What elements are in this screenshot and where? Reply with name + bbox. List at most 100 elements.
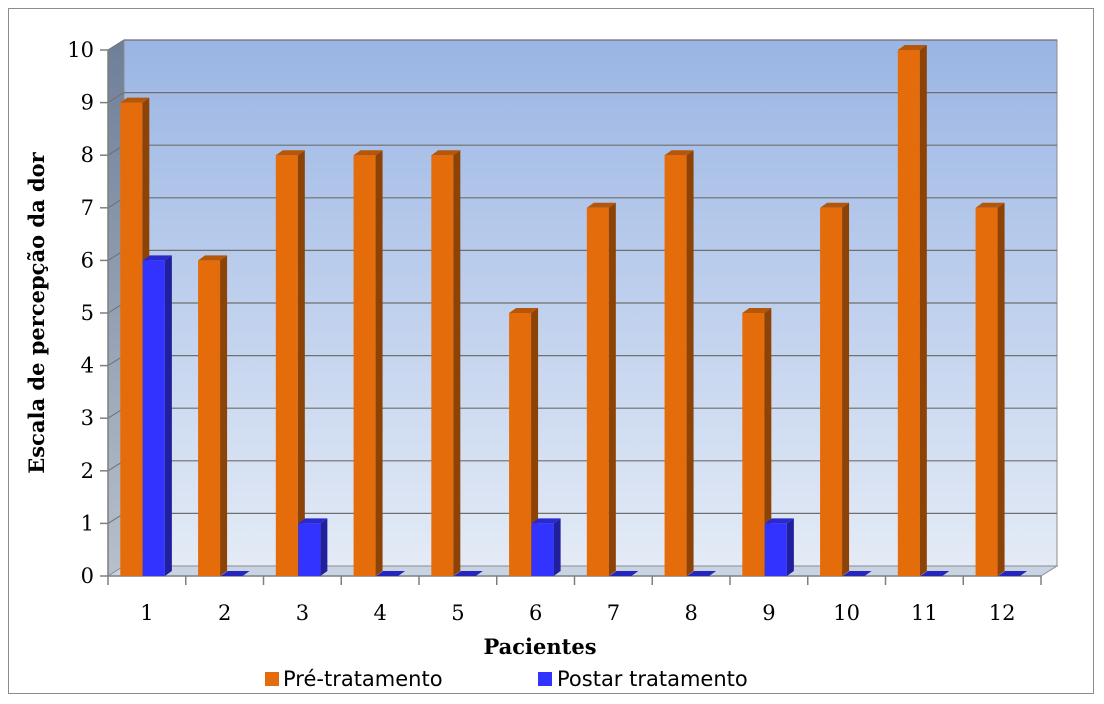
bar-pre-3: [275, 150, 305, 576]
bar-top: [509, 308, 539, 313]
bar-front: [820, 207, 843, 577]
bar-post-2: [220, 571, 250, 576]
bar-side: [919, 45, 927, 576]
x-axis-title: Pacientes: [483, 634, 596, 659]
bar-post-9: [764, 518, 794, 576]
bar-side: [320, 518, 328, 576]
y-axis-title: Escala de percepção da dor: [24, 151, 49, 473]
bar-post-6: [531, 518, 561, 576]
x-tick-label: 12: [989, 601, 1016, 625]
y-tick-label: 5: [81, 301, 94, 325]
bar-post-8: [687, 571, 717, 576]
bar-top: [764, 518, 794, 524]
bar-front: [742, 313, 765, 576]
bar-side: [553, 518, 561, 576]
bar-post-1: [142, 255, 172, 576]
bar-side: [164, 255, 172, 576]
bar-front: [664, 155, 687, 576]
y-tick-label: 7: [81, 196, 94, 220]
x-tick-label: 6: [529, 601, 542, 625]
x-axis-ticks: 1 2 3 4 5 6 7 8 9 10 11 12: [107, 576, 1042, 625]
bar-pre-11: [897, 45, 927, 576]
y-tick-label: 1: [81, 511, 94, 535]
bar-front: [275, 155, 298, 576]
bar-pre-4: [353, 150, 383, 576]
bar-side: [842, 202, 850, 577]
x-tick-label: 3: [296, 601, 309, 625]
bar-side: [764, 308, 772, 576]
bar-top: [742, 308, 772, 313]
y-tick-label: 2: [81, 459, 94, 483]
bar-top: [220, 571, 250, 576]
bar-top: [687, 571, 717, 576]
bar-pre-12: [975, 202, 1005, 577]
bar-front: [120, 102, 143, 576]
bar-post-11: [920, 571, 950, 576]
y-tick-label: 3: [81, 406, 94, 430]
bar-top: [120, 97, 150, 103]
bar-pre-10: [820, 202, 850, 577]
bar-top: [275, 150, 305, 156]
bar-top: [531, 518, 561, 524]
x-tick-label: 10: [833, 601, 860, 625]
legend-swatch-pre: [265, 672, 279, 686]
y-axis-ticks: 0 1 2 3 4 5 6 7 8 9 10: [67, 38, 108, 588]
legend-swatch-post: [538, 672, 552, 686]
bar-top: [609, 571, 639, 576]
gridline-side: [107, 39, 125, 51]
bar-front: [198, 260, 221, 576]
bar-front: [431, 155, 454, 576]
bar-post-3: [298, 518, 328, 576]
bar-pre-9: [742, 308, 772, 576]
bar-top: [353, 150, 383, 156]
bar-front: [764, 523, 787, 576]
x-tick-label: 5: [451, 601, 464, 625]
bar-front: [975, 207, 998, 577]
x-tick-label: 2: [218, 601, 231, 625]
bar-post-12: [998, 571, 1028, 576]
bar-front: [531, 523, 554, 576]
bar-top: [431, 150, 461, 156]
legend-label-pre: Pré-tratamento: [283, 667, 443, 691]
bar-side: [220, 255, 228, 576]
y-tick-label: 8: [81, 143, 94, 167]
bar-pre-2: [198, 255, 228, 576]
x-tick-label: 7: [607, 601, 620, 625]
bar-pre-8: [664, 150, 694, 576]
bar-side: [297, 150, 305, 576]
x-tick-label: 4: [373, 601, 386, 625]
bar-top: [920, 571, 950, 576]
bar-front: [142, 260, 165, 576]
bar-top: [842, 571, 872, 576]
bar-top: [998, 571, 1028, 576]
bar-side: [786, 518, 794, 576]
bar-pre-7: [586, 202, 616, 577]
bar-front: [586, 207, 609, 577]
bar-top: [376, 571, 406, 576]
bar-post-4: [376, 571, 406, 576]
bar-top: [142, 255, 172, 261]
bar-pre-5: [431, 150, 461, 576]
bar-side: [608, 202, 616, 577]
bar-side: [375, 150, 383, 576]
bar-top: [586, 202, 616, 208]
bar-post-7: [609, 571, 639, 576]
bar-pre-6: [509, 308, 539, 576]
bar-front: [897, 50, 920, 576]
x-tick-label: 1: [140, 601, 153, 625]
bar-top: [453, 571, 483, 576]
legend-label-post: Postar tratamento: [557, 667, 748, 691]
x-tick-label: 11: [911, 601, 938, 625]
x-tick-label: 8: [684, 601, 697, 625]
bar-front: [509, 313, 532, 576]
gridline-side: [107, 92, 125, 104]
bars: [120, 45, 1028, 577]
bar-top: [820, 202, 850, 208]
y-tick-label: 0: [81, 564, 94, 588]
y-tick-label: 4: [81, 354, 94, 378]
y-tick-label: 9: [81, 91, 94, 115]
bar-top: [198, 255, 228, 261]
bar-side: [531, 308, 539, 576]
bar-side: [453, 150, 461, 576]
bar-post-10: [842, 571, 872, 576]
